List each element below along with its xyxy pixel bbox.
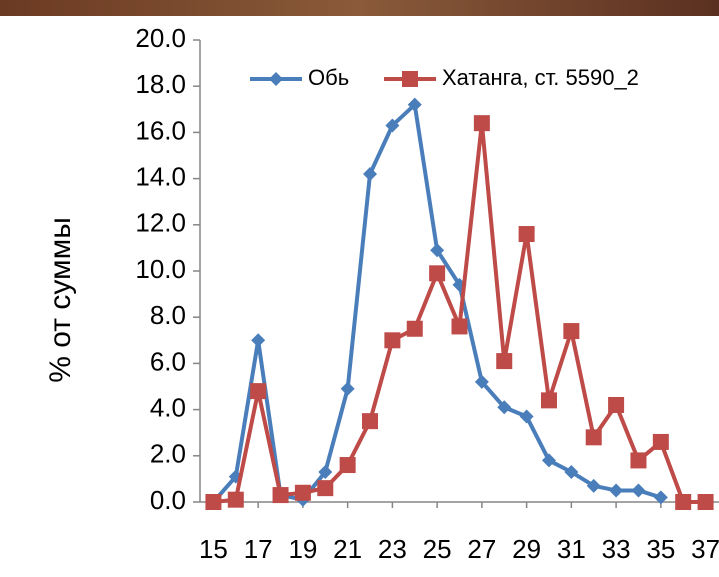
series-line: [213, 121, 706, 504]
y-tick-label: 0.0: [150, 485, 186, 515]
x-tick-label: 27: [467, 534, 496, 564]
data-point: [250, 383, 267, 400]
data-point: [227, 491, 244, 508]
data-point: [697, 494, 714, 510]
data-point: [496, 353, 513, 370]
data-point: [340, 381, 355, 396]
y-tick-label: 6.0: [150, 346, 186, 376]
data-point: [385, 118, 400, 133]
data-point: [251, 333, 266, 348]
y-tick-label: 20.0: [135, 23, 186, 53]
photo-strip: [0, 0, 719, 16]
data-point: [339, 457, 356, 474]
x-tick-label: 19: [288, 534, 317, 564]
data-point: [631, 483, 646, 498]
legend-label: Хатанга, ст. 5590_2: [442, 65, 639, 90]
data-point: [653, 490, 668, 505]
x-tick-label: 25: [423, 534, 452, 564]
legend-marker: [402, 71, 418, 87]
data-point: [451, 318, 468, 335]
y-tick-label: 14.0: [135, 161, 186, 191]
y-tick-label: 10.0: [135, 254, 186, 284]
data-point: [608, 396, 625, 413]
y-tick-label: 18.0: [135, 69, 186, 99]
x-tick-label: 29: [512, 534, 541, 564]
data-point: [363, 166, 378, 181]
data-point: [384, 332, 401, 349]
x-tick-label: 17: [244, 534, 273, 564]
x-tick-label: 31: [557, 534, 586, 564]
data-point: [609, 483, 624, 498]
x-tick-label: 15: [199, 534, 228, 564]
data-point: [630, 452, 647, 469]
y-axis-label: % от суммы: [44, 217, 77, 383]
y-tick-label: 8.0: [150, 300, 186, 330]
data-point: [541, 453, 556, 468]
legend-label: Обь: [308, 65, 349, 90]
data-point: [540, 392, 557, 409]
data-point: [317, 480, 334, 497]
data-point: [429, 265, 446, 282]
data-point: [205, 494, 222, 510]
data-point: [294, 484, 311, 501]
data-point: [406, 320, 423, 337]
x-tick-label: 23: [378, 534, 407, 564]
y-tick-label: 12.0: [135, 208, 186, 238]
data-point: [407, 97, 422, 112]
x-tick-label: 37: [691, 534, 719, 564]
data-point: [318, 464, 333, 479]
data-point: [519, 409, 534, 424]
x-tick-label: 21: [333, 534, 362, 564]
x-tick-label: 35: [646, 534, 675, 564]
y-tick-label: 4.0: [150, 392, 186, 422]
data-point: [586, 478, 601, 493]
data-point: [675, 494, 692, 510]
data-point: [473, 115, 490, 132]
data-point: [564, 464, 579, 479]
data-point: [474, 374, 489, 389]
y-tick-label: 2.0: [150, 439, 186, 469]
data-point: [518, 226, 535, 243]
data-point: [585, 429, 602, 446]
data-point: [362, 413, 379, 430]
y-tick-label: 16.0: [135, 115, 186, 145]
data-point: [652, 433, 669, 450]
x-tick-label: 33: [602, 534, 631, 564]
data-point: [430, 243, 445, 258]
data-point: [497, 400, 512, 415]
data-point: [563, 323, 580, 340]
legend-marker: [269, 72, 283, 86]
data-point: [272, 487, 289, 504]
